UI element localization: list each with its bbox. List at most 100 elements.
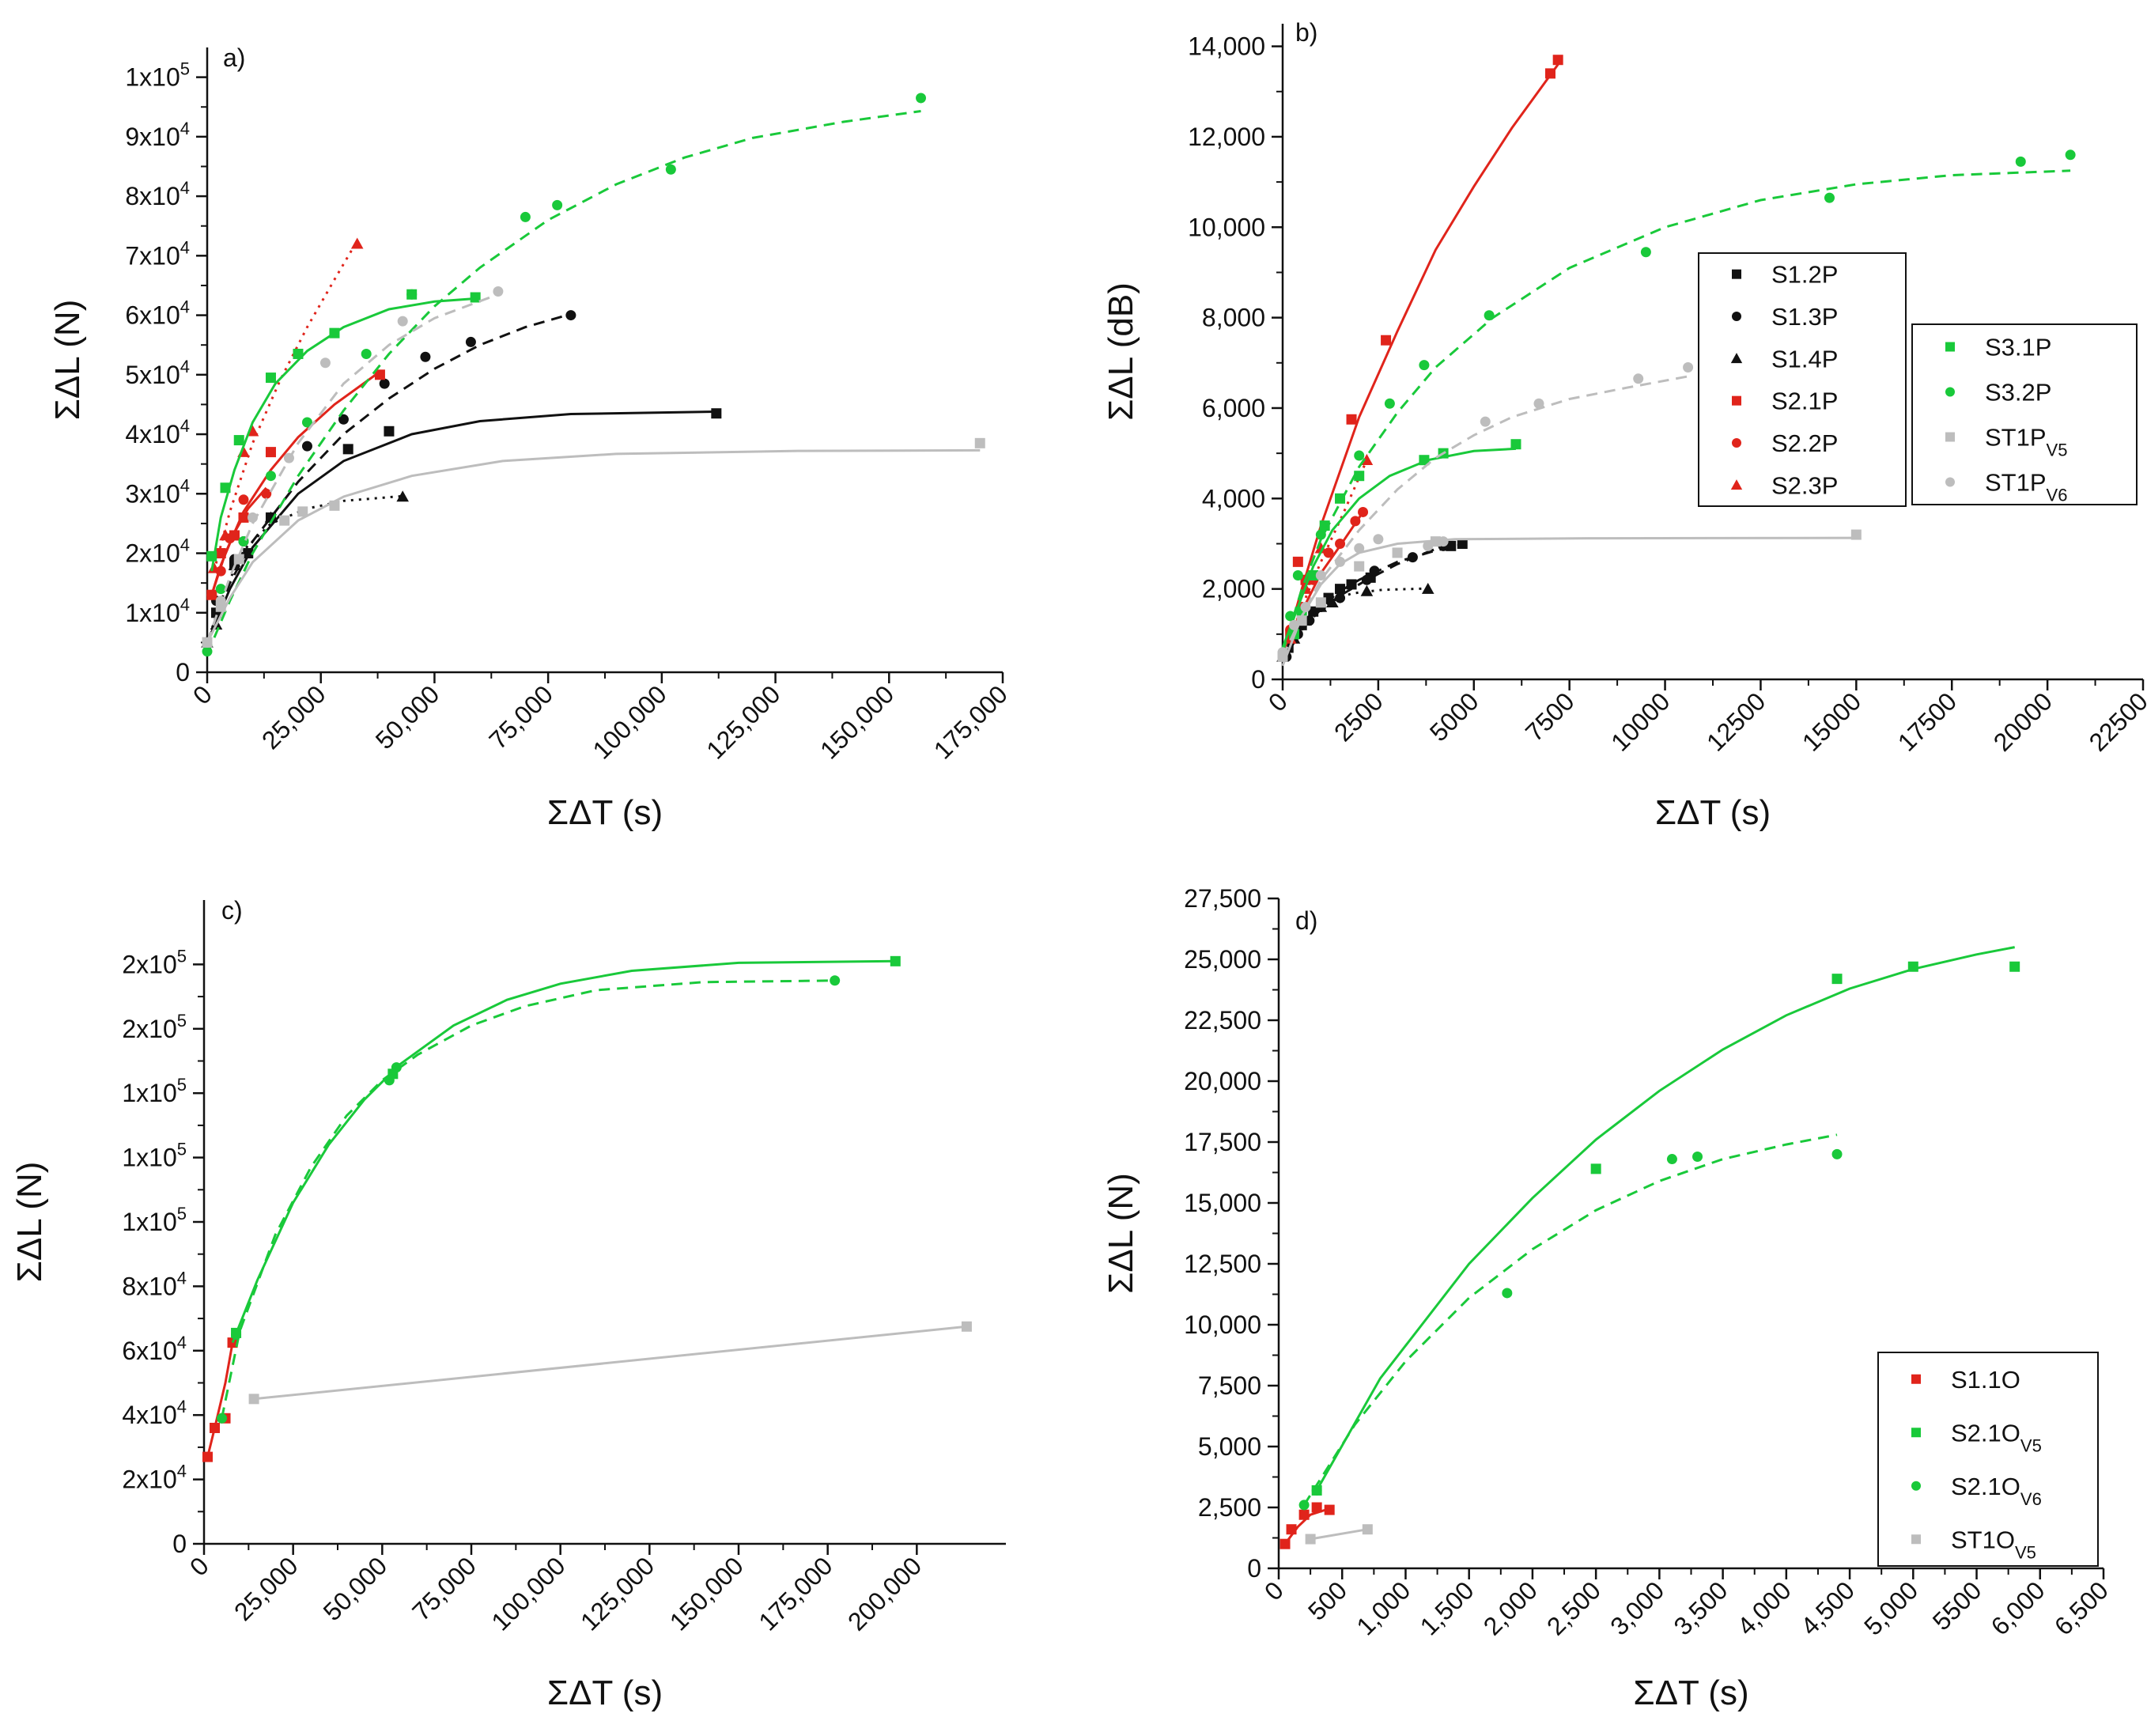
y-tick-label: 4x104 (125, 416, 190, 448)
x-tick-label: 125,000 (701, 679, 785, 764)
series-7 (1281, 149, 2076, 653)
x-tick-label: 2500 (1329, 686, 1389, 747)
y-tick-label: 2,500 (1198, 1493, 1261, 1522)
data-point (1362, 1524, 1373, 1535)
data-point (206, 550, 217, 562)
data-point (210, 1422, 221, 1433)
data-point (1361, 574, 1372, 585)
data-point (293, 348, 304, 359)
data-point (297, 506, 308, 517)
y-tick-label: 25,000 (1184, 945, 1261, 974)
data-point (238, 494, 249, 505)
data-point (202, 646, 213, 657)
data-point (470, 292, 481, 303)
legend-marker (1945, 432, 1955, 442)
x-axis-title: ΣΔT (s) (547, 1674, 663, 1712)
y-tick-label: 6,000 (1202, 394, 1265, 422)
y-axis-title: ΣΔL (N) (1102, 1173, 1140, 1294)
series-0 (202, 1337, 238, 1462)
data-point (1358, 506, 1369, 517)
data-point (1335, 584, 1346, 595)
x-tick-label: 6,000 (1986, 1575, 2051, 1640)
data-point (301, 417, 312, 428)
y-tick-label: 22,500 (1184, 1006, 1261, 1034)
y-axis-title: ΣΔL (N) (10, 1162, 49, 1283)
data-point (493, 286, 504, 297)
data-point (830, 975, 841, 986)
data-point (1640, 247, 1651, 258)
fit-line (1315, 946, 2015, 1492)
x-tick-label: 125,000 (575, 1551, 660, 1636)
data-point (1277, 647, 1288, 658)
x-tick-label: 4,500 (1795, 1575, 1860, 1640)
data-point (248, 1394, 259, 1405)
y-tick-label: 20,000 (1184, 1067, 1261, 1095)
fit-line (1302, 1133, 1838, 1506)
x-axis-title: ΣΔT (s) (547, 793, 663, 832)
data-point (1324, 1504, 1335, 1515)
data-point (342, 444, 353, 455)
fit-line (206, 110, 921, 655)
legend-label: S2.1P (1771, 388, 1838, 415)
data-point (1346, 414, 1357, 425)
series-1 (231, 955, 901, 1344)
x-tick-label: 7500 (1520, 686, 1580, 747)
x-tick-label: 25,000 (229, 1551, 304, 1626)
data-point (1590, 1163, 1601, 1174)
fit-line (231, 959, 896, 1344)
data-point (1308, 570, 1319, 581)
data-point (227, 1337, 238, 1348)
data-point (711, 408, 722, 419)
y-tick-label: 6x104 (122, 1333, 187, 1365)
data-point (1831, 974, 1843, 985)
data-point (233, 554, 244, 565)
data-point (1311, 1484, 1322, 1496)
y-tick-label: 12,500 (1184, 1250, 1261, 1278)
data-point (1286, 1524, 1297, 1535)
data-point (283, 452, 294, 463)
y-tick-label: 3x104 (125, 475, 190, 508)
y-tick-label: 27,500 (1184, 884, 1261, 913)
y-tick-label: 5x104 (125, 357, 190, 389)
fit-line (206, 312, 572, 643)
data-point (961, 1321, 972, 1332)
chart-panel-b: 0 2500 5000 7500 10000 12500 15000 17500 20000 22… (1102, 18, 2147, 832)
data-point (1419, 455, 1430, 466)
legend-marker (1730, 353, 1743, 364)
legend-box (1877, 1352, 2099, 1567)
x-tick-label: 4,000 (1732, 1575, 1797, 1640)
data-point (1907, 961, 1918, 972)
series-0 (1280, 1502, 1335, 1549)
panel-label: b) (1295, 18, 1317, 47)
y-tick-label: 2,000 (1202, 575, 1265, 603)
x-axis-title: ΣΔT (s) (1655, 793, 1771, 832)
data-point (219, 529, 232, 541)
x-tick-label: 6,500 (2049, 1575, 2114, 1640)
data-point (265, 471, 276, 482)
x-tick-label: 175,000 (753, 1551, 837, 1636)
x-tick-label: 150,000 (815, 679, 899, 764)
y-axis-title: ΣΔL (dB) (1102, 282, 1140, 421)
data-point (1346, 579, 1357, 590)
y-tick-label: 7,500 (1198, 1371, 1261, 1400)
y-axis-title: ΣΔL (N) (48, 300, 87, 421)
y-tick-label: 4,000 (1202, 484, 1265, 512)
x-tick-label: 20000 (1988, 686, 2058, 756)
data-point (215, 565, 226, 577)
y-tick-label: 14,000 (1188, 32, 1265, 61)
x-tick-label: 10000 (1605, 686, 1675, 756)
data-point (1326, 596, 1339, 608)
data-point (1666, 1154, 1677, 1165)
data-point (1314, 542, 1328, 554)
data-point (2065, 149, 2076, 161)
legend-marker (1732, 312, 1741, 321)
data-point (1831, 1148, 1843, 1159)
data-point (329, 500, 340, 511)
data-point (1354, 543, 1365, 554)
legend-marker (1732, 269, 1741, 279)
data-point (220, 482, 231, 494)
data-point (1438, 536, 1449, 547)
data-point (1323, 547, 1334, 558)
data-point (384, 425, 395, 437)
x-tick-label: 17500 (1892, 686, 1962, 756)
